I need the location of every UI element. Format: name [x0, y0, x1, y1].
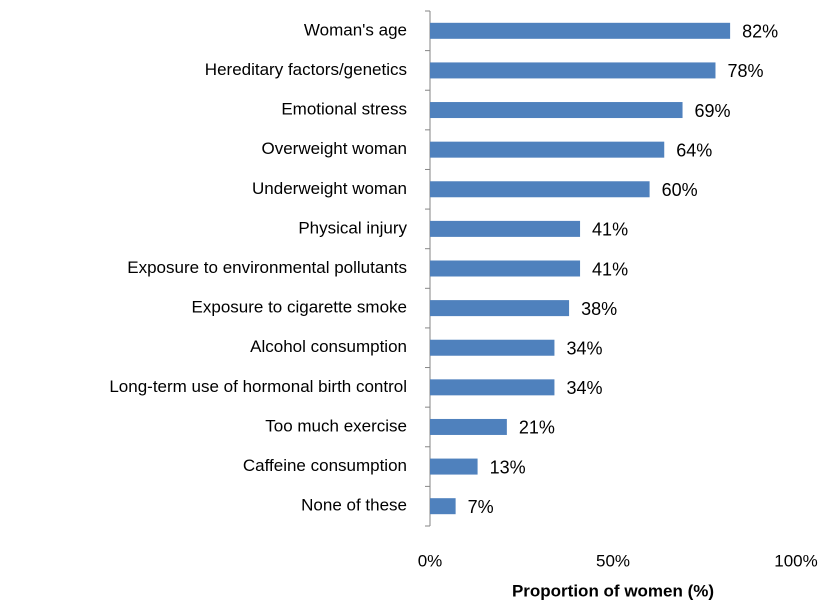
y-tick-label: Exposure to environmental pollutants	[127, 258, 407, 277]
bar	[430, 141, 665, 158]
value-label: 34%	[566, 338, 602, 358]
value-label: 69%	[695, 101, 731, 121]
bar	[430, 220, 581, 237]
x-tick-label: 50%	[596, 551, 630, 570]
bar	[430, 22, 731, 39]
bar	[430, 418, 507, 435]
y-tick-label: Too much exercise	[265, 416, 407, 435]
bar	[430, 62, 716, 79]
value-label: 41%	[592, 220, 628, 240]
y-tick-label: Alcohol consumption	[250, 337, 407, 356]
value-label: 38%	[581, 299, 617, 319]
y-tick-label: Physical injury	[298, 218, 407, 237]
y-tick-label: None of these	[301, 496, 407, 515]
y-tick-label: Woman's age	[304, 20, 407, 39]
bar	[430, 379, 555, 396]
value-label: 60%	[662, 180, 698, 200]
y-tick-label: Caffeine consumption	[243, 456, 407, 475]
value-label: 21%	[519, 418, 555, 438]
y-tick-label: Hereditary factors/genetics	[205, 60, 407, 79]
x-tick-label: 0%	[418, 551, 443, 570]
bar	[430, 339, 555, 356]
value-label: 13%	[490, 457, 526, 477]
bar	[430, 102, 683, 119]
y-tick-label: Underweight woman	[252, 179, 407, 198]
value-label: 78%	[727, 61, 763, 81]
bar	[430, 498, 456, 515]
bar	[430, 181, 650, 198]
y-tick-label: Overweight woman	[261, 139, 407, 158]
y-tick-label: Emotional stress	[281, 100, 407, 119]
y-tick-label: Long-term use of hormonal birth control	[109, 377, 407, 396]
x-tick-label: 100%	[774, 551, 817, 570]
value-label: 7%	[468, 497, 494, 517]
value-label: 41%	[592, 259, 628, 279]
bar	[430, 260, 581, 277]
x-axis-title: Proportion of women (%)	[512, 581, 714, 600]
value-label: 64%	[676, 140, 712, 160]
bar	[430, 458, 478, 475]
bar	[430, 300, 570, 317]
value-label: 82%	[742, 22, 778, 42]
y-tick-label: Exposure to cigarette smoke	[192, 298, 407, 317]
value-label: 34%	[566, 378, 602, 398]
